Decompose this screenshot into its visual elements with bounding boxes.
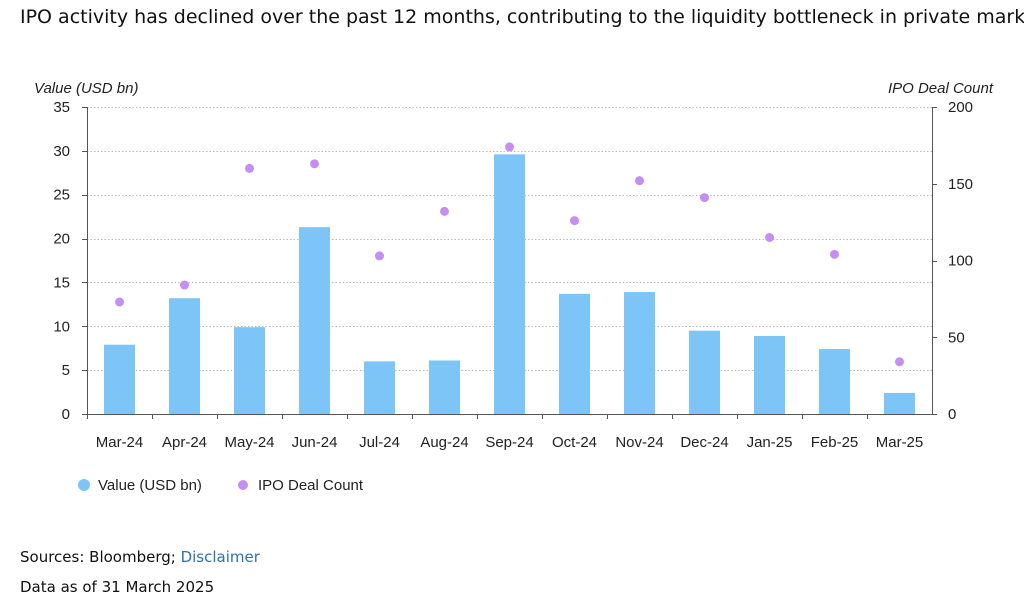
value-bar: [689, 330, 720, 414]
x-tick-label: May-24: [224, 434, 274, 451]
value-bar: [494, 154, 525, 414]
x-tick-label: Sep-24: [485, 434, 533, 451]
right-tick-label: 50: [948, 329, 965, 346]
left-tick-label: 25: [53, 187, 70, 204]
x-tick-label: Mar-25: [876, 434, 924, 451]
value-bar: [624, 292, 655, 414]
value-bar: [754, 335, 785, 414]
left-tick-label: 30: [53, 143, 70, 160]
deal-count-point: [765, 232, 774, 242]
right-tick-label: 100: [948, 253, 973, 270]
x-tick-label: Jul-24: [359, 434, 400, 451]
right-tick-label: 200: [948, 99, 973, 116]
ipo-chart: 0 5 10 15 20 25 30 35 0 50 100 150 200 Mar-24 Apr-24 Ma…: [34, 80, 994, 494]
value-bar: [169, 298, 200, 414]
grid-lines: [87, 107, 932, 371]
x-tick-label: Oct-24: [552, 434, 597, 451]
right-tick-label: 0: [948, 406, 956, 423]
legend-bar-swatch: [78, 479, 90, 491]
value-bar: [299, 227, 330, 414]
deal-count-point: [830, 249, 839, 259]
left-tick-label: 35: [53, 99, 70, 116]
deal-count-point: [245, 163, 254, 173]
value-bar: [884, 392, 915, 414]
value-bar: [364, 361, 395, 414]
deal-count-point: [180, 280, 189, 290]
left-tick-label: 0: [62, 406, 70, 423]
deal-count-point: [570, 216, 579, 226]
chart-title: IPO activity has declined over the past …: [20, 6, 1024, 28]
deal-count-point: [375, 251, 384, 261]
deal-count-point: [310, 159, 319, 169]
legend-value-label: Value (USD bn): [98, 477, 202, 494]
left-axis-title: Value (USD bn): [34, 80, 139, 97]
legend-count-label: IPO Deal Count: [258, 477, 364, 494]
deal-count-point: [895, 357, 904, 367]
x-tick-label: Aug-24: [420, 434, 468, 451]
value-bar: [429, 360, 460, 414]
left-tick-label: 5: [62, 362, 70, 379]
x-tick-label: Jan-25: [747, 434, 793, 451]
data-as-of: Data as of 31 March 2025: [20, 578, 215, 596]
sources-line: Sources: Bloomberg; Disclaimer: [20, 548, 260, 566]
sources-text: Sources: Bloomberg;: [20, 548, 181, 566]
x-tick-label: Apr-24: [162, 434, 207, 451]
value-bar: [559, 293, 590, 414]
left-tick-label: 10: [53, 318, 70, 335]
value-bar: [819, 349, 850, 414]
value-bar: [234, 327, 265, 414]
value-bar: [104, 344, 135, 414]
x-tick-label: Nov-24: [615, 434, 663, 451]
legend-dot-swatch: [238, 480, 248, 490]
deal-count-point: [440, 206, 449, 216]
value-bars: [104, 154, 915, 414]
x-tick-label: Feb-25: [811, 434, 859, 451]
deal-count-point: [115, 297, 124, 307]
deal-count-point: [505, 142, 514, 152]
axes: 0 5 10 15 20 25 30 35 0 50 100 150 200 Mar-24 Apr-24 Ma…: [53, 99, 973, 451]
legend: Value (USD bn) IPO Deal Count: [78, 477, 364, 494]
x-tick-label: Dec-24: [680, 434, 728, 451]
left-tick-label: 20: [53, 231, 70, 248]
x-tick-label: Jun-24: [292, 434, 338, 451]
right-tick-label: 150: [948, 176, 973, 193]
deal-count-points: [115, 142, 904, 367]
x-tick-label: Mar-24: [96, 434, 144, 451]
deal-count-point: [700, 193, 709, 203]
left-tick-label: 15: [53, 274, 70, 291]
deal-count-point: [635, 176, 644, 186]
right-axis-title: IPO Deal Count: [888, 80, 994, 97]
disclaimer-link[interactable]: Disclaimer: [180, 548, 260, 566]
